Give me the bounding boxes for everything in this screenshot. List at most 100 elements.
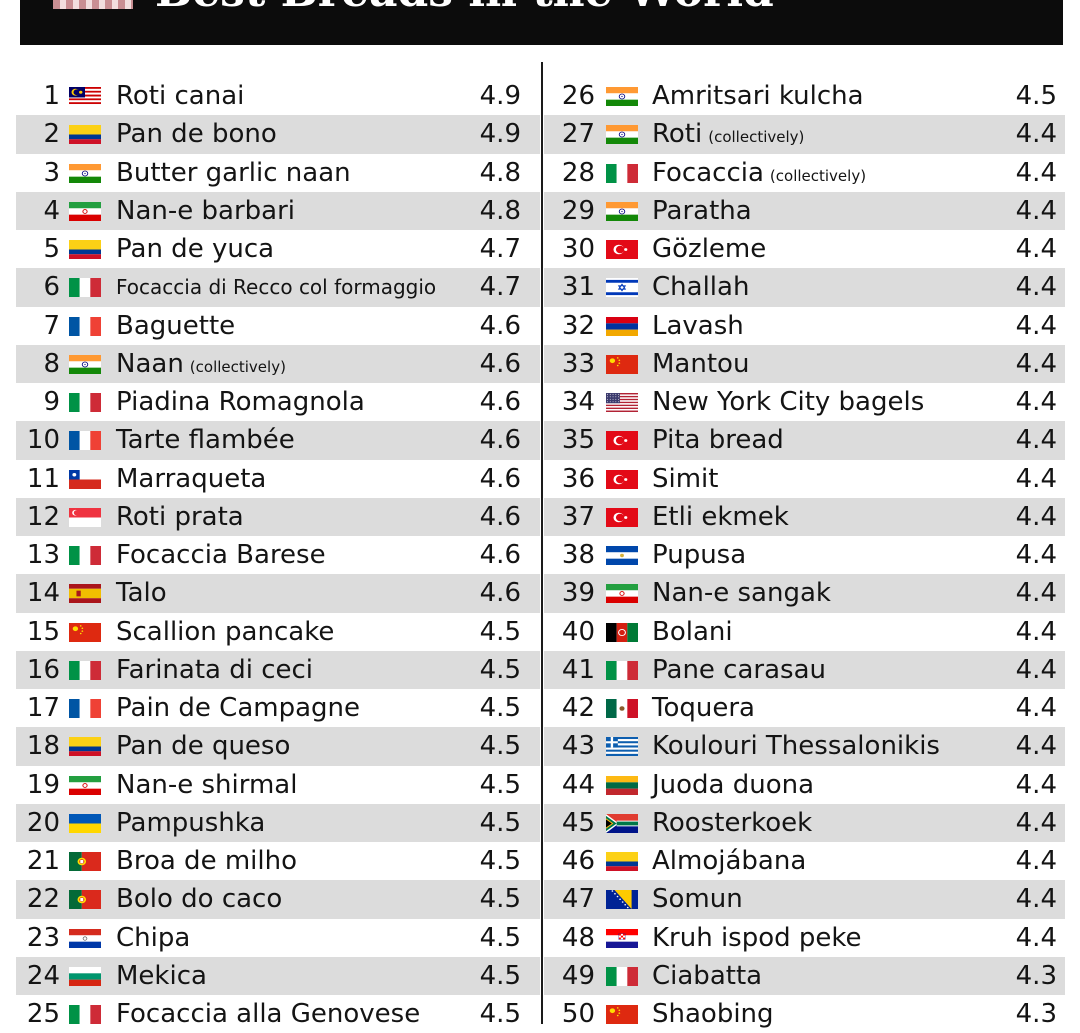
ranking-row: 22 Bolo do caco 4.5: [16, 880, 540, 919]
flag-singapore-icon: [69, 507, 101, 527]
rating-score: 4.5: [479, 769, 521, 800]
rank-number: 44: [561, 769, 595, 800]
bread-name-text: Shaobing: [652, 999, 774, 1029]
bread-name: Marraqueta: [116, 460, 266, 498]
ranking-row: 10 Tarte flambée 4.6: [16, 421, 540, 460]
flag-usa-icon: [606, 393, 638, 412]
bread-name: Juoda duona: [652, 766, 814, 804]
rank-number: 42: [561, 693, 595, 723]
rating-score: 4.8: [479, 157, 521, 188]
bread-name-text: Naan: [116, 348, 184, 379]
rating-score: 4.5: [479, 654, 521, 685]
bread-name-text: Gözleme: [652, 234, 767, 264]
flag-italy-icon: [606, 163, 638, 183]
flag-lithuania-icon: [606, 775, 638, 795]
rank-number: 36: [561, 463, 595, 494]
ranking-row: 50 Shaobing 4.3: [544, 995, 1065, 1033]
flag-india-icon: [606, 201, 638, 221]
bread-name: Nan-e sangak: [652, 574, 831, 612]
bread-name: Simit: [652, 460, 718, 498]
ranking-row: 39 Nan-e sangak 4.4: [544, 574, 1065, 613]
bread-name: Farinata di ceci: [116, 651, 313, 689]
rating-score: 4.6: [479, 501, 521, 532]
header-banner: Best Breads in the World: [20, 0, 1063, 45]
rank-number: 7: [43, 310, 60, 341]
rank-number: 34: [561, 387, 595, 417]
rank-number: 12: [26, 501, 60, 532]
flag-colombia-icon: [69, 737, 101, 757]
bread-name: Lavash: [652, 307, 744, 345]
bread-name-text: Lavash: [652, 310, 744, 341]
rank-number: 48: [561, 922, 595, 953]
flag-greece-icon: [606, 737, 638, 757]
rating-score: 4.5: [479, 693, 521, 723]
ranking-row: 2 Pan de bono 4.9: [16, 115, 540, 154]
bread-name-text: Focaccia: [652, 157, 764, 188]
rank-number: 37: [561, 501, 595, 532]
flag-afghanistan-icon: [606, 622, 638, 642]
flag-iran-icon: [69, 775, 101, 795]
bread-name: Focaccia (collectively): [652, 154, 866, 192]
rating-score: 4.5: [479, 731, 521, 762]
bread-name: Pan de yuca: [116, 230, 274, 268]
rank-number: 10: [26, 425, 60, 456]
rating-score: 4.5: [479, 807, 521, 838]
rank-number: 30: [561, 234, 595, 264]
rank-number: 41: [561, 654, 595, 685]
ranking-row: 13 Focaccia Barese 4.6: [16, 536, 540, 574]
bread-name-text: Roosterkoek: [652, 807, 813, 838]
rating-score: 4.4: [1015, 272, 1057, 303]
rank-number: 45: [561, 807, 595, 838]
rating-score: 4.5: [1015, 81, 1057, 111]
flag-india-icon: [69, 163, 101, 183]
flag-italy-icon: [69, 660, 101, 680]
flag-italy-icon: [69, 393, 101, 412]
bread-name: Bolani: [652, 613, 733, 651]
rank-number: 9: [43, 387, 60, 417]
rating-score: 4.9: [479, 81, 521, 111]
rank-number: 32: [561, 310, 595, 341]
rating-score: 4.3: [1015, 999, 1057, 1029]
ranking-row: 15 Scallion pancake 4.5: [16, 613, 540, 651]
rank-number: 33: [561, 348, 595, 379]
bread-name-text: Piadina Romagnola: [116, 387, 365, 417]
rating-score: 4.4: [1015, 463, 1057, 494]
flag-china-icon: [606, 354, 638, 374]
ranking-row: 30 Gözleme 4.4: [544, 230, 1065, 268]
flag-iran-icon: [606, 584, 638, 604]
rank-number: 25: [26, 999, 60, 1029]
rank-number: 14: [26, 578, 60, 609]
rating-score: 4.4: [1015, 195, 1057, 226]
bread-name: Pain de Campagne: [116, 689, 360, 727]
bread-name-text: Bolani: [652, 616, 733, 647]
flag-bosnia-icon: [606, 890, 638, 910]
flag-india-icon: [69, 354, 101, 374]
rank-number: 16: [26, 654, 60, 685]
bread-name: Challah: [652, 268, 749, 306]
flag-italy-icon: [69, 546, 101, 565]
ranking-row: 38 Pupusa 4.4: [544, 536, 1065, 574]
rating-score: 4.4: [1015, 234, 1057, 264]
ranking-row: 18 Pan de queso 4.5: [16, 727, 540, 766]
bread-name-text: Amritsari kulcha: [652, 81, 864, 111]
bread-name: Pane carasau: [652, 651, 826, 689]
ranking-row: 49 Ciabatta 4.3: [544, 956, 1065, 995]
flag-spain-icon: [69, 584, 101, 604]
flag-china-icon: [606, 1005, 638, 1024]
flag-italy-icon: [69, 1005, 101, 1024]
bread-name: Toquera: [652, 689, 755, 727]
ranking-row: 29 Paratha 4.4: [544, 191, 1065, 230]
rank-number: 29: [561, 195, 595, 226]
flag-croatia-icon: [606, 928, 638, 948]
rank-number: 6: [43, 272, 60, 303]
bread-name: Roti (collectively): [652, 115, 804, 153]
flag-turkey-icon: [606, 240, 638, 259]
bread-name-text: Focaccia Barese: [116, 540, 326, 570]
rank-number: 47: [561, 884, 595, 915]
rank-number: 43: [561, 731, 595, 762]
ranking-row: 47 Somun 4.4: [544, 880, 1065, 919]
rating-score: 4.4: [1015, 846, 1057, 876]
bread-note: (collectively): [189, 357, 286, 376]
flag-mexico-icon: [606, 699, 638, 718]
rank-number: 1: [43, 81, 60, 111]
